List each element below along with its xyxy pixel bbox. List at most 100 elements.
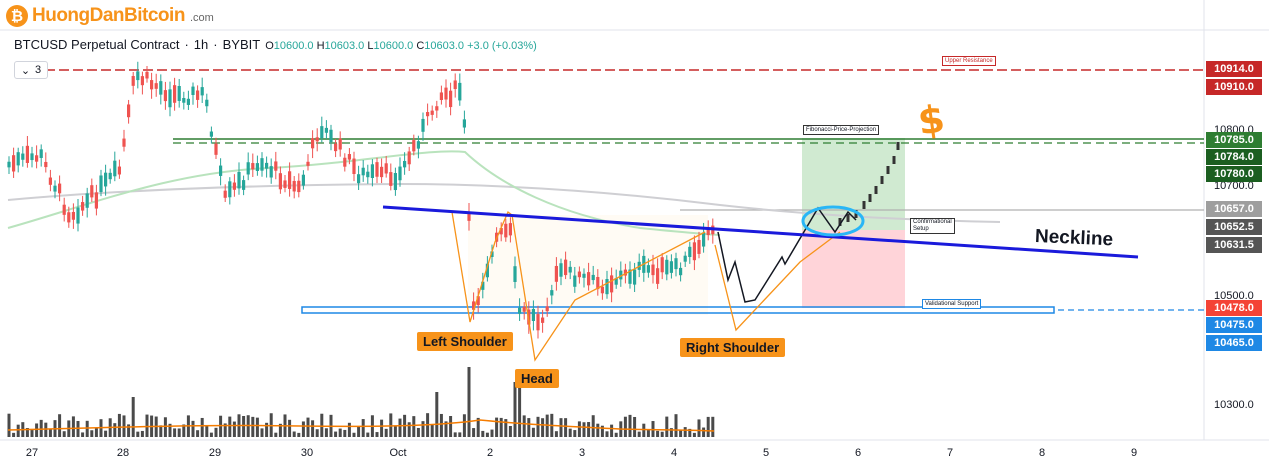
volume-bar xyxy=(127,424,131,437)
candle-body xyxy=(688,246,692,258)
volume-bar xyxy=(522,415,526,437)
confirmational-setup-label[interactable]: Confirmational Setup xyxy=(910,218,955,234)
candle-body xyxy=(366,171,370,178)
volume-bar xyxy=(430,424,434,437)
volume-bar xyxy=(614,432,618,437)
candle-body xyxy=(504,223,508,238)
volume-bar xyxy=(688,428,692,437)
volume-bar xyxy=(462,414,466,437)
volume-bar xyxy=(265,422,269,437)
volume-bar xyxy=(297,432,301,437)
candle-body xyxy=(513,266,517,282)
candle-body xyxy=(145,71,149,79)
volume-bar xyxy=(30,430,34,437)
volume-bar xyxy=(242,415,246,437)
price-tag: 10652.5 xyxy=(1206,219,1262,235)
volume-bar xyxy=(481,430,485,437)
candle-body xyxy=(554,265,558,282)
projected-candle xyxy=(886,166,890,174)
volume-bar xyxy=(71,416,75,437)
candle-body xyxy=(651,264,655,276)
candle-body xyxy=(242,180,246,190)
pattern-outline-1 xyxy=(451,210,706,362)
symbol-name[interactable]: BTCUSD Perpetual Contract xyxy=(14,37,180,52)
candle-body xyxy=(338,138,342,150)
head-label[interactable]: Head xyxy=(515,369,559,388)
volume-bar xyxy=(375,432,379,437)
volume-bar xyxy=(90,430,94,437)
candle-body xyxy=(600,286,604,294)
candle-body xyxy=(320,126,324,139)
volume-bar xyxy=(623,416,627,437)
price-tag-upper-resistance: 10914.0 xyxy=(1206,61,1262,77)
volume-bar xyxy=(214,427,218,437)
volume-bar xyxy=(104,430,108,437)
symbol-legend: BTCUSD Perpetual Contract · 1h · BYBIT O… xyxy=(14,37,537,52)
volume-bar xyxy=(292,431,296,437)
candle-body xyxy=(444,87,448,100)
candle-body xyxy=(228,181,232,198)
volume-bar xyxy=(274,432,278,437)
candle-body xyxy=(219,165,223,176)
candle-body xyxy=(545,306,549,312)
candle-body xyxy=(76,207,80,224)
candle-body xyxy=(403,160,407,168)
right-shoulder-label[interactable]: Right Shoulder xyxy=(680,338,786,357)
candle-body xyxy=(85,193,89,208)
price-tag: 10465.0 xyxy=(1206,335,1262,351)
candle-body xyxy=(53,185,57,192)
candle-body xyxy=(536,314,540,331)
volume-bar xyxy=(39,419,43,437)
candle-body xyxy=(173,85,177,103)
volume-bar xyxy=(136,431,140,437)
volume-bar xyxy=(228,416,232,437)
volume-bar xyxy=(527,418,531,437)
volume-bar xyxy=(416,427,420,437)
fibonacci-projection-label[interactable]: Fibonacci-Price-Projection xyxy=(803,125,880,135)
candle-body xyxy=(462,119,466,128)
price-tag: 10780.0 xyxy=(1206,166,1262,182)
candle-body xyxy=(481,281,485,290)
candle-body xyxy=(343,157,347,167)
volume-bar xyxy=(610,424,614,437)
candle-body xyxy=(122,138,126,147)
neckline-label[interactable]: Neckline xyxy=(1034,226,1114,251)
candle-body xyxy=(58,183,62,194)
candle-body xyxy=(568,266,572,273)
candle-body xyxy=(196,90,200,100)
candle-body xyxy=(127,104,131,118)
volume-bar xyxy=(697,419,701,437)
interval-label[interactable]: 1h xyxy=(193,37,209,52)
candle-body xyxy=(646,265,650,273)
indicators-toggle-button[interactable]: ⌄ 3 xyxy=(14,61,48,79)
candle-body xyxy=(421,118,425,132)
volume-bar xyxy=(674,414,678,437)
candle-body xyxy=(412,140,416,152)
volume-bar xyxy=(343,429,347,437)
volume-bar xyxy=(357,426,361,437)
price-tag: 10657.0 xyxy=(1206,201,1262,217)
candle-body xyxy=(660,257,664,273)
price-tag-support: 10475.0 xyxy=(1206,317,1262,333)
volume-bar xyxy=(338,428,342,437)
candle-body xyxy=(324,127,328,133)
volume-bar xyxy=(628,414,632,437)
volume-bar xyxy=(591,415,595,437)
candle-body xyxy=(288,171,292,189)
upper-resistance-label[interactable]: Upper Resistance xyxy=(942,56,996,66)
volume-bar xyxy=(232,421,236,437)
validational-support-label[interactable]: Validational Support xyxy=(922,299,982,309)
candle-body xyxy=(476,296,480,306)
price-tick: 10700.0 xyxy=(1214,180,1254,192)
candle-body xyxy=(140,76,144,86)
candle-body xyxy=(416,141,420,149)
left-shoulder-label[interactable]: Left Shoulder xyxy=(417,332,513,351)
candle-body xyxy=(467,212,471,221)
candle-body xyxy=(168,89,172,108)
candle-body xyxy=(237,172,241,189)
volume-bar xyxy=(637,431,641,437)
candle-body xyxy=(62,204,66,215)
pattern-outline-2 xyxy=(714,231,841,332)
